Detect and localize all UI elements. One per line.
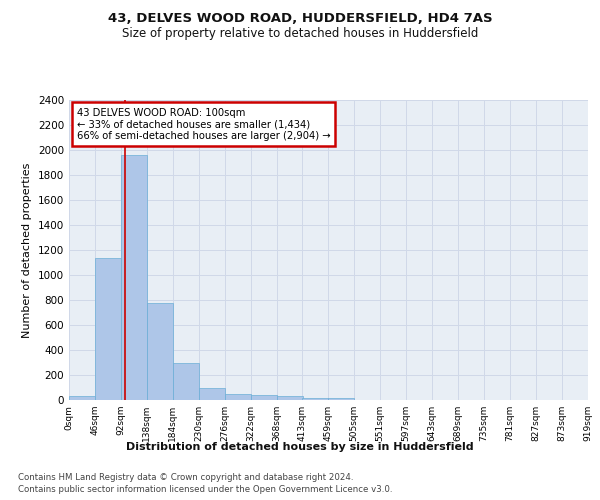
Text: Distribution of detached houses by size in Huddersfield: Distribution of detached houses by size …	[126, 442, 474, 452]
Bar	[251, 395, 277, 400]
Bar	[95, 258, 121, 400]
Bar	[69, 396, 95, 400]
Text: Contains public sector information licensed under the Open Government Licence v3: Contains public sector information licen…	[18, 485, 392, 494]
Y-axis label: Number of detached properties: Number of detached properties	[22, 162, 32, 338]
Bar	[199, 388, 225, 400]
Bar	[225, 394, 251, 400]
Bar	[302, 398, 328, 400]
Bar	[173, 362, 199, 400]
Bar	[147, 303, 173, 400]
Text: 43, DELVES WOOD ROAD, HUDDERSFIELD, HD4 7AS: 43, DELVES WOOD ROAD, HUDDERSFIELD, HD4 …	[107, 12, 493, 26]
Text: Contains HM Land Registry data © Crown copyright and database right 2024.: Contains HM Land Registry data © Crown c…	[18, 472, 353, 482]
Bar	[121, 155, 147, 400]
Text: Size of property relative to detached houses in Huddersfield: Size of property relative to detached ho…	[122, 28, 478, 40]
Bar	[277, 396, 302, 400]
Text: 43 DELVES WOOD ROAD: 100sqm
← 33% of detached houses are smaller (1,434)
66% of : 43 DELVES WOOD ROAD: 100sqm ← 33% of det…	[77, 108, 331, 140]
Bar	[328, 398, 354, 400]
